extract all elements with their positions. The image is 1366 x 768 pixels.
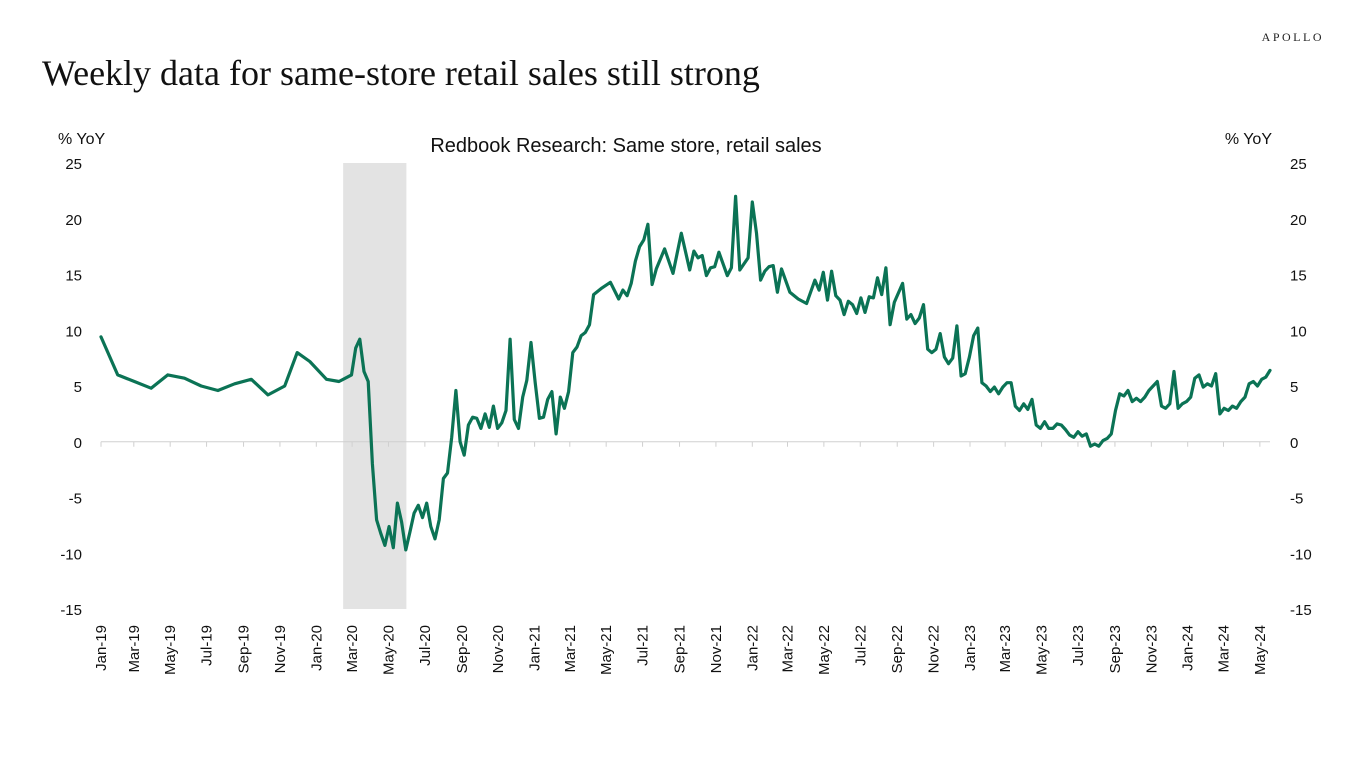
y-axis-right: -15 -10 -5 0 5 10 15 20 25: [1290, 156, 1312, 619]
x-tick-label: Sep-23: [1107, 625, 1124, 673]
x-tick-label: Mar-23: [997, 625, 1014, 673]
x-tick-label: Sep-21: [672, 625, 689, 673]
x-tick-label: May-23: [1034, 625, 1051, 675]
y-axis-left: -15 -10 -5 0 5 10 15 20 25: [60, 156, 82, 619]
y-tick-label-right: 5: [1290, 379, 1298, 396]
x-tick-label: Jul-19: [199, 625, 216, 666]
y-tick-label-right: -10: [1290, 546, 1312, 563]
x-tick-label: Jan-20: [308, 625, 325, 671]
x-tick-label: Sep-19: [236, 625, 253, 673]
x-axis: Jan-19 Mar-19 May-19 Jul-19 Sep-19 Nov-19 Jan-…: [93, 625, 1269, 675]
brand-logo: APOLLO: [1261, 30, 1324, 44]
x-tick-label: Sep-20: [454, 625, 471, 673]
y-tick-label-right: -15: [1290, 602, 1312, 619]
page-title: Weekly data for same-store retail sales …: [42, 53, 760, 93]
x-tick-label: Mar-22: [779, 625, 796, 673]
y-tick-label-right: 25: [1290, 156, 1307, 173]
y-tick-label-left: 5: [74, 379, 82, 396]
x-tick-label: Jan-22: [744, 625, 761, 671]
x-tick-label: May-19: [162, 625, 179, 675]
x-tick-label: Nov-23: [1143, 625, 1160, 673]
x-tick-label: Jan-23: [962, 625, 979, 671]
x-tick-label: Jan-24: [1180, 625, 1197, 671]
x-tick-label: Jul-23: [1070, 625, 1087, 666]
y-tick-label-left: -15: [60, 602, 82, 619]
x-tick-label: Mar-19: [126, 625, 143, 673]
y-tick-label-left: 25: [65, 156, 82, 173]
x-tick-label: May-24: [1252, 625, 1269, 675]
x-tick-label: Nov-21: [708, 625, 725, 673]
y-tick-label-right: 10: [1290, 323, 1307, 340]
y-axis-right-unit: % YoY: [1225, 131, 1272, 148]
y-tick-label-left: 15: [65, 268, 82, 285]
recession-shading-layer: [343, 163, 407, 609]
x-tick-label: Jan-21: [527, 625, 544, 671]
x-axis-tick-marks: [100, 441, 1261, 447]
x-tick-label: Nov-22: [926, 625, 943, 673]
x-tick-label: Nov-19: [272, 625, 289, 673]
recession-shading: [343, 163, 407, 609]
x-tick-label: Jul-22: [852, 625, 869, 666]
y-tick-label-left: 10: [65, 323, 82, 340]
x-tick-label: May-22: [816, 625, 833, 675]
x-tick-label: Jan-19: [93, 625, 110, 671]
x-tick-label: Mar-21: [562, 625, 579, 673]
y-tick-label-right: 0: [1290, 435, 1298, 452]
y-tick-label-left: 0: [74, 435, 82, 452]
x-tick-label: May-20: [380, 625, 397, 675]
y-tick-label-right: 15: [1290, 268, 1307, 285]
chart-title: Redbook Research: Same store, retail sal…: [430, 135, 821, 157]
x-tick-label: Mar-20: [344, 625, 361, 673]
y-tick-label-left: 20: [65, 212, 82, 229]
y-tick-label-right: -5: [1290, 491, 1303, 508]
x-tick-label: May-21: [598, 625, 615, 675]
series-layer: [99, 194, 1272, 552]
y-tick-label-left: -5: [69, 491, 82, 508]
x-tick-label: Sep-22: [889, 625, 906, 673]
x-tick-label: Jul-21: [635, 625, 652, 666]
series-line: [99, 194, 1272, 552]
x-tick-label: Jul-20: [417, 625, 434, 666]
y-axis-left-unit: % YoY: [58, 131, 105, 148]
y-tick-label-right: 20: [1290, 212, 1307, 229]
x-tick-label: Nov-20: [490, 625, 507, 673]
x-tick-label: Mar-24: [1215, 625, 1232, 673]
y-tick-label-left: -10: [60, 546, 82, 563]
